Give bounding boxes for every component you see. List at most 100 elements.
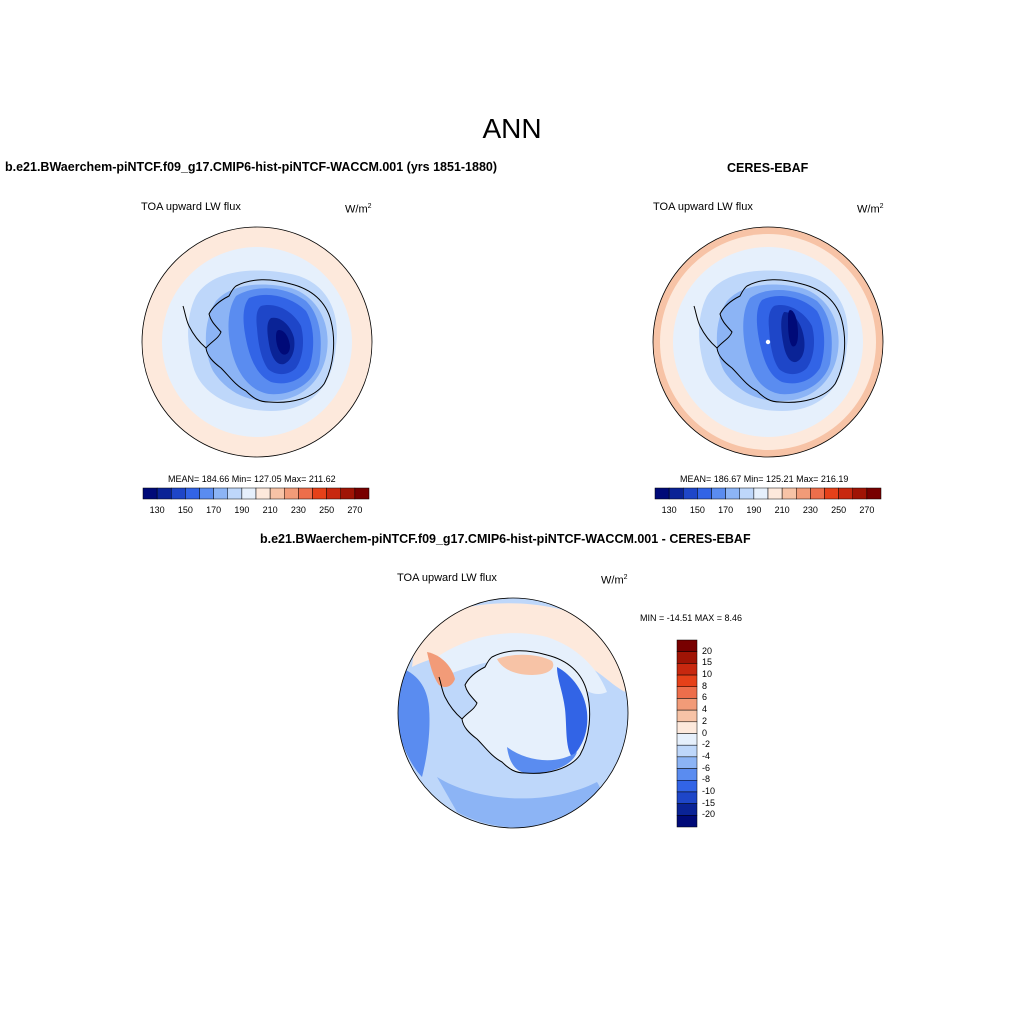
colorbar-swatch <box>781 487 797 500</box>
colorbar-swatch <box>213 487 228 500</box>
colorbar-swatch <box>683 487 698 500</box>
map-continent-negative-south <box>507 747 577 774</box>
colorbar-tick-label: 0 <box>702 727 708 738</box>
colorbar-swatch <box>340 487 356 500</box>
model-colorbar <box>142 487 370 500</box>
colorbar-swatch <box>739 487 755 500</box>
colorbar-swatch <box>269 487 285 500</box>
map-boundary-circle <box>397 597 629 829</box>
colorbar-swatch <box>227 487 243 500</box>
colorbar-tick-label: 8 <box>702 680 708 691</box>
colorbar-swatch <box>199 487 214 500</box>
colorbar-tick-label: -20 <box>702 809 716 820</box>
colorbar-swatch <box>312 487 327 500</box>
map-neutral-band <box>437 633 607 695</box>
obs-colorbar <box>654 487 882 500</box>
colorbar-swatch <box>676 663 698 676</box>
map-peninsula <box>182 305 207 349</box>
colorbar-swatch <box>711 487 726 500</box>
colorbar-swatch <box>284 487 299 500</box>
colorbar-swatch <box>676 744 698 758</box>
map-continent-interior <box>462 650 590 774</box>
colorbar-tick-label: 170 <box>206 505 222 515</box>
figure-title: ANN <box>482 113 542 144</box>
obs-polar-map <box>652 226 884 458</box>
model-case-title: b.e21.BWaerchem-piNTCF.f09_g17.CMIP6-his… <box>5 160 498 174</box>
model-units-label: W/m2 <box>345 203 372 216</box>
colorbar-tick-label: 190 <box>746 505 762 515</box>
colorbar-swatch <box>185 487 200 500</box>
colorbar-swatch <box>810 487 825 500</box>
colorbar-swatch <box>241 487 257 500</box>
colorbar-tick-label: 190 <box>234 505 250 515</box>
map-boundary-circle <box>652 226 884 458</box>
colorbar-swatch <box>767 487 783 500</box>
map-continent-positive <box>497 654 554 675</box>
colorbar-tick-label: 15 <box>702 657 713 668</box>
colorbar-swatch <box>852 487 868 500</box>
map-interior-zone-5 <box>276 330 290 355</box>
colorbar-swatch <box>156 487 172 500</box>
colorbar-tick-label: 250 <box>831 505 847 515</box>
diff-polar-map <box>397 597 629 829</box>
colorbar-swatch <box>824 487 839 500</box>
map-missing-point <box>765 339 771 345</box>
colorbar-tick-label: 150 <box>177 505 193 515</box>
colorbar-swatch <box>171 487 186 500</box>
colorbar-swatch <box>354 487 370 500</box>
map-negative-south <box>437 777 601 828</box>
diff-variable-label: TOA upward LW flux <box>397 572 497 584</box>
colorbar-swatch <box>654 487 670 500</box>
obs-units-label: W/m2 <box>857 203 884 216</box>
colorbar-swatch <box>326 487 341 500</box>
model-stats: MEAN= 184.66 Min= 127.05 Max= 211.62 <box>168 474 336 484</box>
map-negative-west <box>398 667 430 777</box>
model-variable-label: TOA upward LW flux <box>141 201 241 213</box>
colorbar-swatch <box>796 487 811 500</box>
colorbar-tick-label: 170 <box>718 505 734 515</box>
colorbar-swatch <box>676 709 698 723</box>
colorbar-swatch <box>676 698 698 711</box>
colorbar-swatch <box>676 651 698 664</box>
colorbar-swatch <box>668 487 684 500</box>
colorbar-swatch <box>676 803 698 816</box>
colorbar-swatch <box>676 686 698 699</box>
colorbar-tick-label: 10 <box>702 669 713 680</box>
colorbar-swatch <box>298 487 313 500</box>
colorbar-swatch <box>725 487 740 500</box>
colorbar-tick-label: 210 <box>774 505 790 515</box>
colorbar-swatch <box>838 487 853 500</box>
colorbar-tick-label: 2 <box>702 715 708 726</box>
colorbar-tick-label: 130 <box>149 505 165 515</box>
colorbar-tick-label: 6 <box>702 692 708 703</box>
colorbar-tick-label: 270 <box>859 505 875 515</box>
colorbar-tick-label: -4 <box>702 750 711 761</box>
map-coastline <box>461 650 591 774</box>
diff-units-label: W/m2 <box>601 574 628 587</box>
map-positive-peninsula <box>427 652 455 687</box>
colorbar-tick-label: -15 <box>702 797 716 808</box>
colorbar-tick-label: 4 <box>702 704 708 715</box>
colorbar-tick-label: 230 <box>802 505 818 515</box>
diff-stats: MIN = -14.51 MAX = 8.46 <box>640 613 743 623</box>
colorbar-swatch <box>676 815 698 828</box>
colorbar-swatch <box>866 487 882 500</box>
colorbar-tick-label: 20 <box>702 645 713 656</box>
map-peninsula <box>693 305 718 349</box>
colorbar-tick-label: 130 <box>661 505 677 515</box>
colorbar-swatch <box>676 674 698 687</box>
map-boundary-circle <box>141 226 373 458</box>
colorbar-swatch <box>255 487 271 500</box>
diff-colorbar <box>676 639 698 828</box>
colorbar-swatch <box>676 733 698 746</box>
colorbar-tick-label: -2 <box>702 739 711 750</box>
colorbar-swatch <box>676 756 698 769</box>
model-polar-map <box>141 226 373 458</box>
colorbar-tick-label: 270 <box>347 505 363 515</box>
colorbar-swatch <box>676 768 698 781</box>
map-continent-negative-east <box>557 667 588 757</box>
colorbar-tick-label: 250 <box>319 505 335 515</box>
map-coastline <box>205 279 335 403</box>
colorbar-tick-label: -8 <box>702 774 711 785</box>
colorbar-swatch <box>697 487 712 500</box>
